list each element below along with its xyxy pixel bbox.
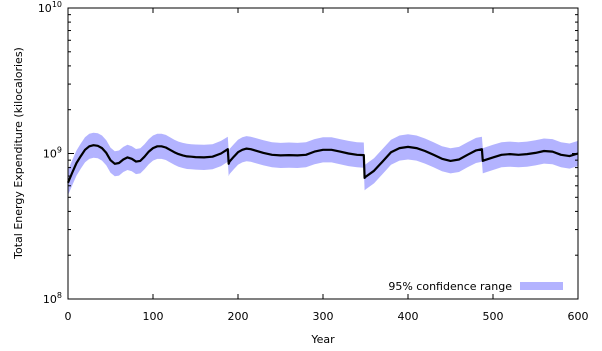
x-tick-label: 500 [483, 310, 504, 323]
y-tick-label: 1010 [38, 0, 62, 15]
x-tick-label: 200 [228, 310, 249, 323]
x-tick-label: 100 [143, 310, 164, 323]
y-tick-label: 108 [43, 291, 62, 306]
legend-label: 95% confidence range [388, 280, 512, 293]
x-tick-label: 300 [313, 310, 334, 323]
legend: 95% confidence range [388, 280, 563, 293]
y-axis-label: Total Energy Expenditure (kilocalories) [12, 47, 25, 260]
y-tick-label: 109 [43, 146, 62, 161]
x-axis-label: Year [310, 333, 335, 346]
y-axis: 108 109 1010 [38, 0, 578, 306]
x-tick-label: 0 [65, 310, 72, 323]
x-tick-label: 400 [398, 310, 419, 323]
x-axis: 0 100 200 300 400 500 600 [65, 8, 589, 323]
legend-swatch [520, 282, 563, 290]
x-tick-label: 600 [568, 310, 589, 323]
confidence-band [68, 132, 578, 196]
plot-area [66, 132, 579, 196]
data-line [66, 144, 579, 184]
